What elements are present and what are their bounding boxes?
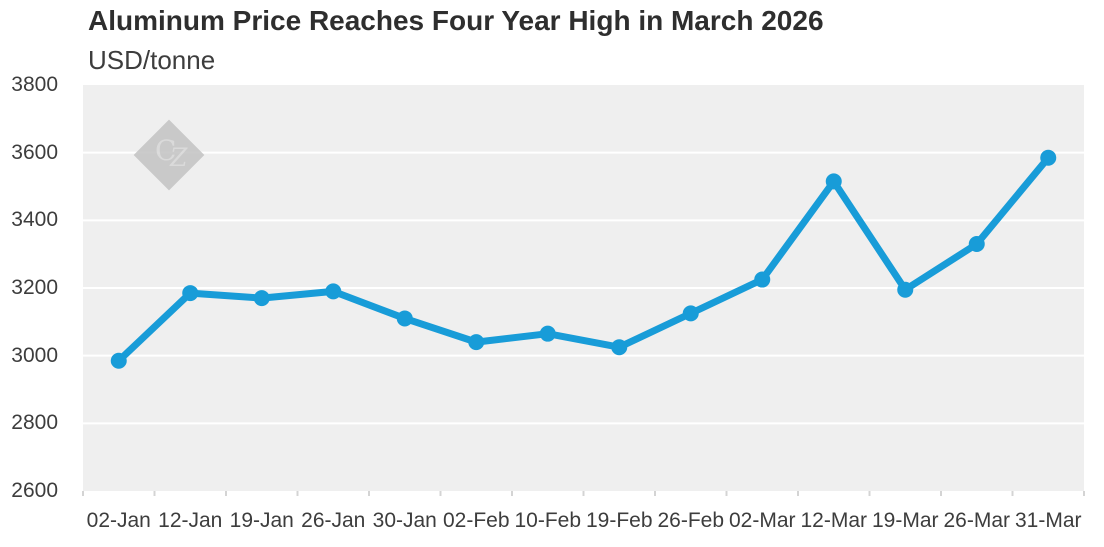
x-tick-label: 12-Jan — [158, 509, 223, 532]
y-tick-label: 3600 — [11, 140, 58, 164]
y-tick-label: 3000 — [11, 343, 58, 367]
data-point-marker — [396, 310, 413, 327]
watermark-letter-z: Z — [169, 143, 188, 172]
y-tick-label: 2800 — [11, 411, 58, 435]
data-point-marker — [1040, 149, 1057, 166]
data-point-marker — [754, 271, 771, 288]
x-tick-label: 26-Feb — [657, 509, 725, 532]
x-tick-label: 31-Mar — [1014, 509, 1082, 532]
data-point-marker — [468, 334, 485, 351]
y-tick-label: 3800 — [11, 73, 58, 96]
x-tick-label: 19-Feb — [585, 509, 653, 532]
x-tick-label: 30-Jan — [372, 509, 437, 532]
x-tick-label: 02-Mar — [728, 509, 796, 532]
x-tick-label: 02-Jan — [86, 509, 151, 532]
watermark-letter-c: C — [155, 134, 176, 167]
x-tick-label: 10-Feb — [514, 509, 582, 532]
y-tick-label: 3200 — [11, 276, 58, 299]
data-point-marker — [611, 339, 628, 356]
x-tick-label: 26-Mar — [943, 509, 1011, 532]
y-tick-label: 2600 — [11, 479, 58, 502]
data-point-marker — [325, 283, 342, 300]
data-point-marker — [897, 281, 914, 298]
y-axis-tick-labels: 2600 2800 3000 3200 3400 3600 3800 — [0, 0, 58, 547]
y-axis-unit-label: USD/tonne — [88, 45, 216, 75]
x-tick-label: 19-Mar — [871, 509, 939, 532]
y-tick-label: 3400 — [11, 208, 58, 232]
x-tick-label: 02-Feb — [442, 509, 510, 532]
x-tick-label: 12-Mar — [800, 509, 868, 532]
chart-title: Aluminum Price Reaches Four Year High in… — [88, 5, 824, 36]
data-point-marker — [539, 325, 556, 342]
x-tick-label: 19-Jan — [229, 509, 294, 532]
data-point-marker — [968, 236, 985, 253]
data-point-marker — [110, 352, 127, 369]
data-point-marker — [253, 290, 270, 307]
x-tick-label: 26-Jan — [301, 509, 366, 532]
data-point-marker — [825, 173, 842, 190]
data-point-marker — [682, 305, 699, 322]
price-line-series — [115, 154, 1052, 365]
data-point-marker — [182, 285, 199, 302]
